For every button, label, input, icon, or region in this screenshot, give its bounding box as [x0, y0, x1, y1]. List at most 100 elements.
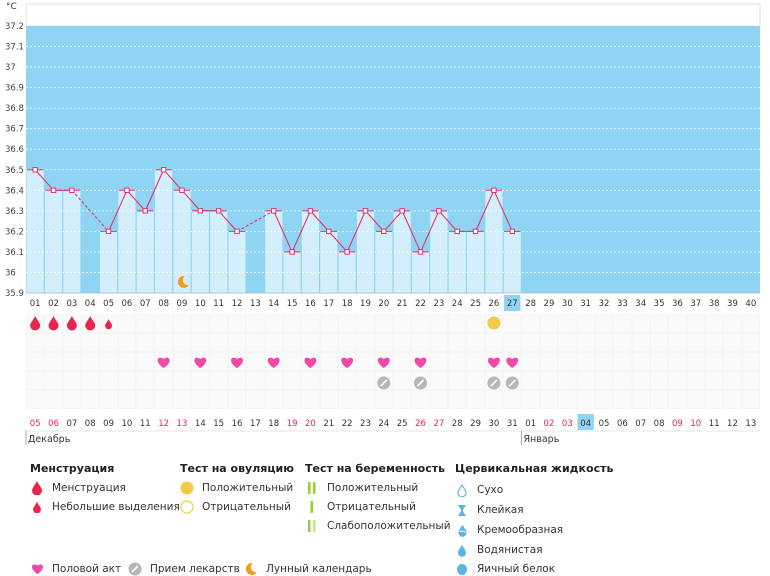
- cycle-day-label: 24: [452, 299, 463, 309]
- y-tick-label: 36.1: [5, 248, 24, 258]
- marker-cell: [448, 371, 467, 390]
- marker-cell: [154, 314, 173, 333]
- marker-cell: [631, 371, 650, 390]
- temperature-segment: [346, 210, 366, 253]
- temperature-point: [105, 228, 112, 235]
- temperature-point: [69, 187, 75, 194]
- date-label: 27: [433, 419, 444, 429]
- marker-cell: [264, 333, 283, 352]
- marker-cell: [319, 314, 338, 333]
- temperature-point: [509, 228, 515, 235]
- intercourse-heart-icon: [267, 357, 280, 368]
- cycle-day-label: 05: [103, 299, 114, 309]
- marker-cell: [44, 333, 63, 352]
- marker-cell: [356, 314, 375, 333]
- temperature-point: [344, 249, 350, 255]
- medication-icon-stroke: [508, 379, 516, 387]
- marker-cell: [356, 390, 375, 409]
- marker-cell: [705, 371, 724, 390]
- y-tick-label: 36.4: [5, 186, 24, 196]
- marker-cell: [228, 314, 246, 333]
- legend-title-pregnancy: Тест на беременность: [305, 462, 446, 475]
- cycle-day-label: 25: [470, 299, 481, 309]
- marker-cell: [521, 390, 540, 409]
- marker-cell: [319, 333, 338, 352]
- marker-cell: [576, 314, 595, 333]
- marker-cell: [595, 314, 613, 333]
- marker-cell: [44, 390, 63, 409]
- date-label: 23: [360, 419, 371, 429]
- date-axis: 05 06 07 08 09 10 11 12 13 14 15 16 17 18 19 20 21 22 23 24…: [25, 414, 760, 445]
- temperature-segment: [328, 231, 348, 253]
- marker-cell: [209, 314, 228, 333]
- one-line-icon: [305, 500, 319, 514]
- marker-cell: [393, 371, 412, 390]
- date-label: 06: [617, 419, 628, 429]
- legend-item-spotting: Небольшие выделения: [30, 500, 180, 514]
- marker-cell: [246, 333, 265, 352]
- temperature-point: [234, 228, 240, 235]
- legend-item-pregnancy-negative: Отрицательный: [305, 500, 416, 514]
- cycle-day-label: 15: [287, 299, 298, 309]
- marker-cell: [521, 371, 540, 390]
- temperature-segment: [420, 210, 440, 253]
- date-label: 03: [562, 419, 573, 429]
- marker-cell: [319, 390, 338, 409]
- marker-cell: [686, 333, 705, 352]
- marker-cell: [264, 314, 283, 333]
- legend-label: Небольшие выделения: [52, 501, 180, 513]
- date-label: 09: [103, 419, 114, 429]
- temperature-point: [215, 208, 222, 214]
- marker-cell: [136, 333, 155, 352]
- temperature-bar: [228, 231, 246, 293]
- cycle-day-label: 31: [580, 299, 591, 309]
- marker-cell: [356, 371, 375, 390]
- marker-cell: [668, 314, 687, 333]
- medication-icon-stroke: [380, 379, 388, 387]
- marker-cell: [521, 352, 540, 371]
- temperature-segment: [126, 189, 146, 212]
- cycle-day-label: 26: [489, 299, 500, 309]
- marker-cell: [558, 314, 577, 333]
- legend-item-ovulation-positive: Положительный: [180, 481, 293, 495]
- marker-cell: [283, 333, 301, 352]
- marker-cell: [301, 333, 320, 352]
- cycle-day-label: 12: [232, 299, 243, 309]
- legend-item-intercourse: Половой акт: [30, 562, 121, 576]
- cycle-day-label: 39: [727, 299, 738, 309]
- intercourse-heart-icon: [157, 357, 170, 368]
- temperature-segment: [475, 190, 495, 232]
- marker-cell: [668, 371, 687, 390]
- marker-cell: [209, 371, 228, 390]
- temperature-bar: [173, 190, 191, 293]
- marker-cell: [686, 314, 705, 333]
- menstruation-drop-icon: [66, 316, 77, 331]
- marker-cell: [429, 371, 448, 390]
- cycle-day-label: 27: [507, 299, 518, 309]
- marker-cell: [613, 352, 632, 371]
- cycle-day-label: 28: [525, 299, 536, 309]
- marker-cell: [576, 333, 595, 352]
- y-tick-label: 36.2: [5, 227, 24, 237]
- legend-label: Половой акт: [52, 563, 122, 575]
- temperature-point: [271, 208, 277, 214]
- marker-cell: [540, 314, 558, 333]
- date-label: 04: [580, 419, 591, 429]
- heart-icon: [30, 562, 44, 576]
- marker-cell: [81, 371, 100, 390]
- cycle-day-axis: 01 02 03 04 05 06 07 08 09 10 11 12 13 14 15 16 17 18 19 20…: [30, 295, 756, 311]
- marker-cell: [613, 390, 632, 409]
- intercourse-heart-icon: [506, 357, 519, 368]
- marker-cell: [540, 390, 558, 409]
- legend-item-ovulation-negative: Отрицательный: [180, 500, 291, 514]
- y-tick-label: 37.1: [5, 43, 24, 53]
- date-label: 05: [599, 419, 610, 429]
- marker-cell: [650, 390, 669, 409]
- marker-cell: [668, 390, 687, 409]
- marker-cell: [741, 390, 760, 409]
- marker-cell: [705, 314, 724, 333]
- temperature-segment: [291, 210, 311, 253]
- intercourse-heart-icon: [414, 357, 427, 368]
- plot-top-strip: [25, 3, 761, 27]
- marker-cell: [613, 314, 632, 333]
